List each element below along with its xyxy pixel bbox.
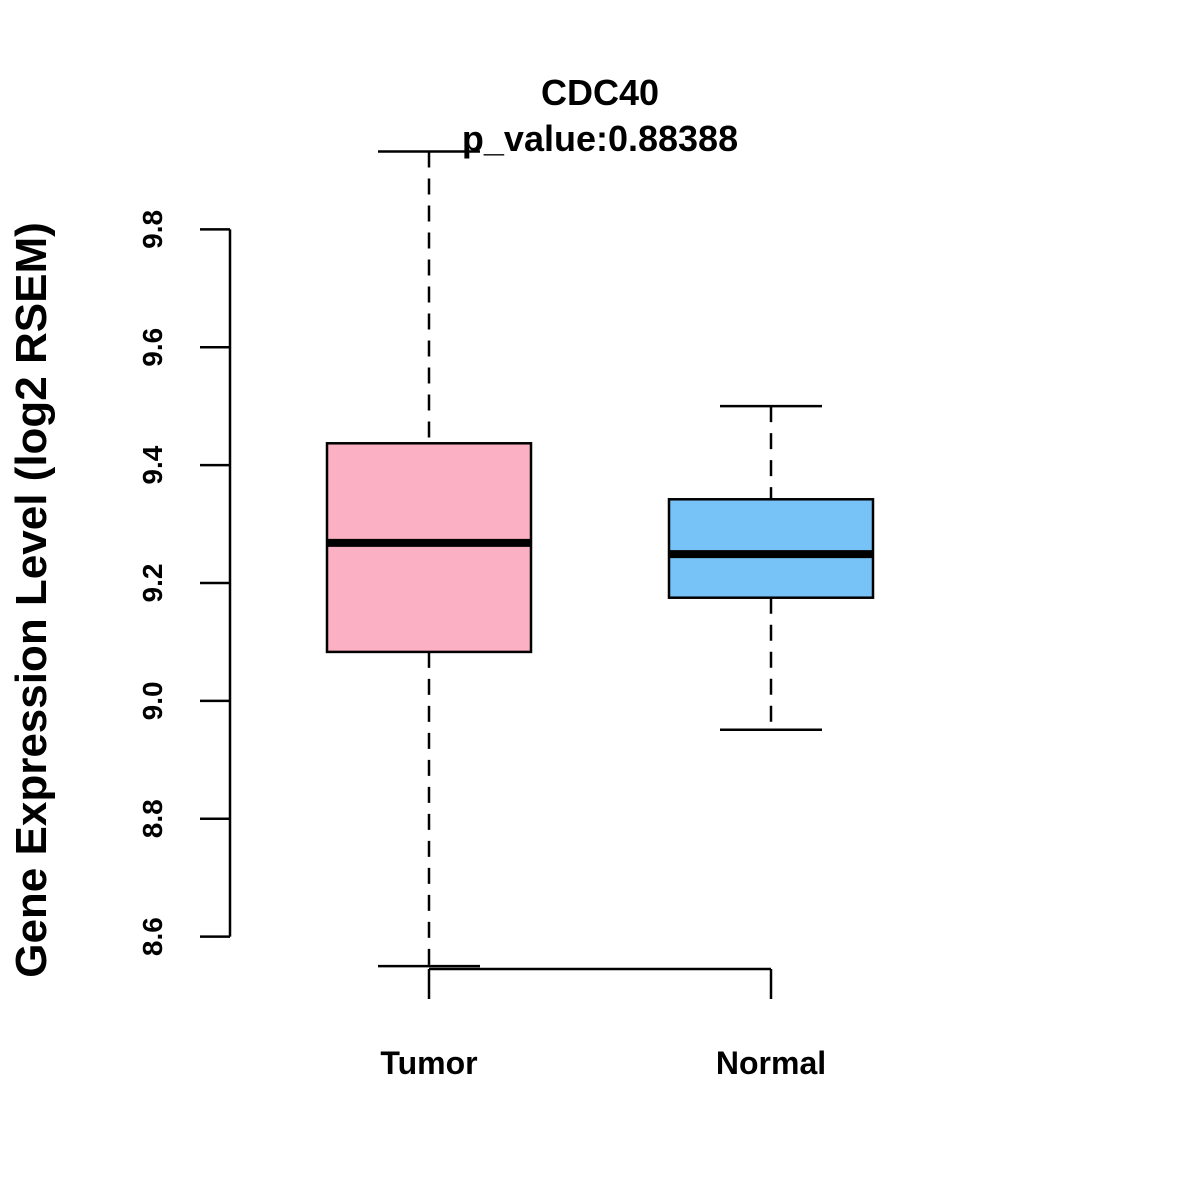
y-tick-label: 9.2: [137, 564, 168, 603]
x-axis: Tumor Normal: [380, 967, 826, 1081]
box-tumor: [325, 150, 533, 968]
y-tick-label: 9.6: [137, 328, 168, 367]
chart-title: CDC40: [541, 72, 659, 113]
x-tick-label-normal: Normal: [716, 1045, 826, 1081]
y-tick-label: 9.8: [137, 210, 168, 249]
y-axis-label: Gene Expression Level (log2 RSEM): [7, 222, 56, 978]
box-normal: [667, 404, 875, 731]
y-axis: 8.6 8.8 9.0 9.2 9.4 9.6 9.8: [137, 210, 232, 956]
y-tick-label: 8.8: [137, 799, 168, 838]
y-tick-label: 8.6: [137, 917, 168, 956]
y-tick-label: 9.0: [137, 681, 168, 720]
iqr-box: [325, 442, 533, 654]
iqr-box: [667, 498, 875, 599]
boxes-group: [325, 150, 875, 968]
y-tick-label: 9.4: [137, 445, 168, 484]
x-tick-label-tumor: Tumor: [380, 1045, 477, 1081]
chart-subtitle: p_value:0.88388: [462, 118, 738, 159]
